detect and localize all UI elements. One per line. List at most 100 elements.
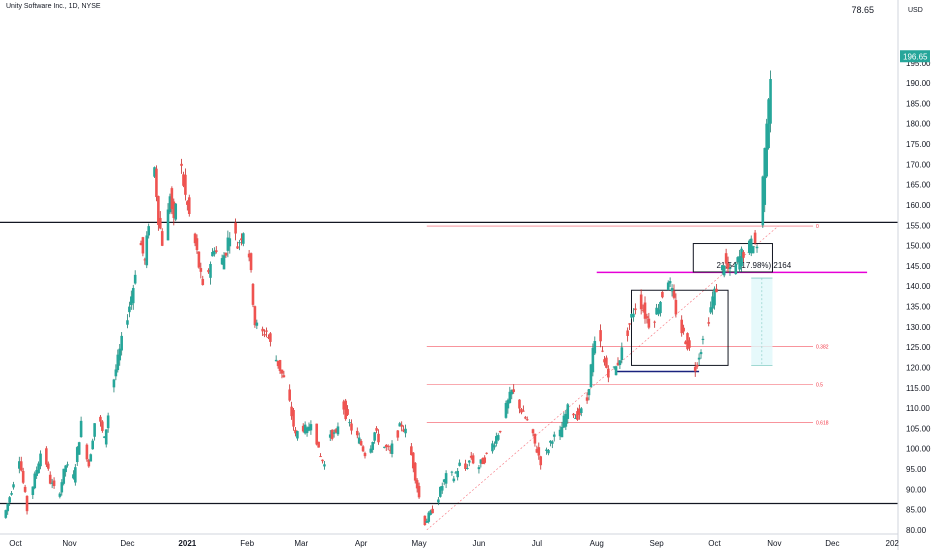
candles xyxy=(4,70,772,526)
candle-body xyxy=(607,368,610,378)
candle-body xyxy=(294,429,297,434)
candle-body xyxy=(471,455,475,464)
candle-body xyxy=(531,429,535,434)
consolidation-box xyxy=(630,289,729,366)
candle-body xyxy=(713,288,716,306)
candle-body xyxy=(680,319,684,334)
candle-body xyxy=(593,340,597,354)
candle-body xyxy=(386,446,390,448)
time-tick-label: Oct xyxy=(708,539,721,548)
time-tick-label: Nov xyxy=(62,539,76,548)
candle-body xyxy=(481,458,485,465)
candle-body xyxy=(77,442,81,455)
candle-body xyxy=(369,448,373,453)
fib-level-label: 0.5 xyxy=(816,383,823,389)
candle-body xyxy=(12,484,15,488)
candle-body xyxy=(280,369,284,374)
candle-body xyxy=(6,503,10,512)
candle-body xyxy=(410,446,413,456)
candle-body xyxy=(639,294,643,310)
candle-body xyxy=(236,246,239,249)
candle-body xyxy=(522,410,525,412)
top-value: 78.65 xyxy=(851,5,874,15)
candle-body xyxy=(253,306,257,326)
candle-body xyxy=(666,282,670,291)
price-tick-label: 130.00 xyxy=(906,323,931,332)
candle-body xyxy=(39,453,42,467)
candle-body xyxy=(659,301,662,314)
candle-body xyxy=(263,334,266,336)
candle-body xyxy=(195,238,199,250)
candle-body xyxy=(141,237,145,254)
candle-body xyxy=(247,253,251,258)
candle-body xyxy=(668,281,672,284)
candle-body xyxy=(224,252,228,256)
candle-body xyxy=(282,375,286,378)
candle-body xyxy=(371,442,375,450)
candle-body xyxy=(537,447,541,456)
candle-body xyxy=(477,467,481,470)
candle-body xyxy=(614,366,618,376)
candle-body xyxy=(699,352,703,355)
candle-body xyxy=(336,426,340,435)
candle-body xyxy=(767,99,770,149)
candle-body xyxy=(618,360,622,366)
candle-body xyxy=(390,443,394,454)
candle-body xyxy=(288,389,291,401)
candle-body xyxy=(769,79,772,124)
candle-body xyxy=(440,486,444,491)
candle-body xyxy=(450,471,454,473)
candle-body xyxy=(278,360,282,372)
price-tick-label: 165.00 xyxy=(906,181,931,190)
time-tick-label: 2021 xyxy=(178,539,196,548)
candle-body xyxy=(89,454,93,462)
candle-body xyxy=(133,274,137,284)
candle-body xyxy=(398,423,402,427)
drawing-shapes[interactable]: 21.54 (17.98%) 2164 xyxy=(616,243,792,373)
candle-body xyxy=(657,309,660,315)
candle-body xyxy=(79,420,83,438)
candle-body xyxy=(112,379,116,388)
candle-body xyxy=(75,447,79,463)
candle-body xyxy=(579,408,583,413)
time-tick-label: Feb xyxy=(240,539,254,548)
candle-body xyxy=(715,288,718,293)
candle-body xyxy=(587,389,591,396)
candle-body xyxy=(431,508,434,514)
candle-body xyxy=(736,257,740,263)
candle-body xyxy=(400,424,403,427)
last-price-badge xyxy=(900,50,930,63)
candle-body xyxy=(101,421,104,431)
time-tick-label: Apr xyxy=(355,539,368,548)
candle-body xyxy=(355,430,359,436)
candle-body xyxy=(33,473,37,489)
candle-body xyxy=(564,413,568,427)
candle-body xyxy=(276,360,280,367)
time-tick-label: 202 xyxy=(886,539,900,548)
candle-body xyxy=(452,478,456,482)
candle-body xyxy=(738,256,741,270)
fib-level-label: 0 xyxy=(816,224,819,230)
fib-trend-line xyxy=(426,225,779,531)
price-tick-label: 80.00 xyxy=(906,526,927,535)
candle-body xyxy=(332,432,336,434)
candle-body xyxy=(506,400,510,409)
candle-body xyxy=(120,335,123,351)
candle-body xyxy=(525,419,529,421)
candle-body xyxy=(396,430,400,438)
candle-body xyxy=(695,365,699,367)
candle-body xyxy=(437,499,440,503)
candle-body xyxy=(342,401,346,410)
candle-body xyxy=(456,470,459,478)
candle-body xyxy=(442,479,446,482)
candle-body xyxy=(616,362,620,366)
candle-body xyxy=(491,443,494,452)
candle-body xyxy=(4,510,8,518)
candle-body xyxy=(413,462,417,481)
candle-body xyxy=(234,222,237,234)
candle-body xyxy=(153,167,156,177)
fibonacci-retracement[interactable]: 0 0.382 0.5 0.618 xyxy=(426,224,829,531)
candle-body xyxy=(249,253,253,271)
candle-body xyxy=(292,409,295,427)
